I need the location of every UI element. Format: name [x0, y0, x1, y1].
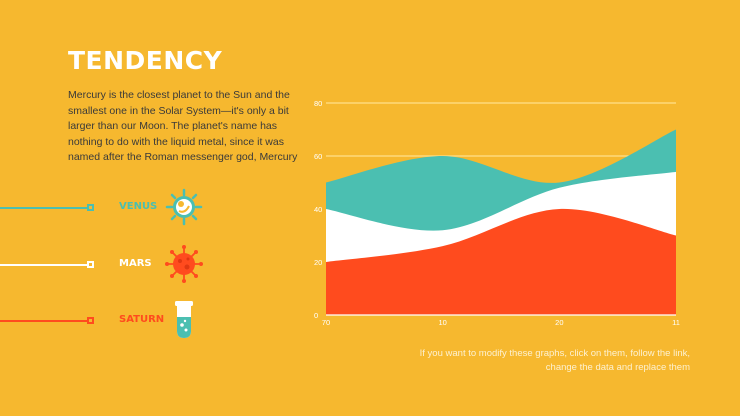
legend-marker — [87, 204, 94, 211]
footnote: If you want to modify these graphs, clic… — [419, 348, 690, 373]
slide-title: TENDENCY — [68, 46, 223, 75]
y-tick-label: 80 — [314, 99, 322, 108]
y-tick-label: 60 — [314, 152, 322, 161]
mars-virus-icon — [165, 245, 203, 283]
legend-label: MARS — [119, 258, 152, 269]
legend-item-mars: MARS — [0, 245, 220, 283]
saturn-test-tube-icon — [175, 301, 193, 338]
x-tick-label: 10 — [438, 318, 446, 327]
x-tick-label: 20 — [555, 318, 563, 327]
slide-description: Mercury is the closest planet to the Sun… — [68, 89, 298, 163]
y-tick-label: 20 — [314, 258, 322, 267]
legend-marker — [87, 261, 94, 268]
legend-item-saturn: SATURN — [0, 301, 220, 338]
legend-line — [0, 264, 88, 266]
venus-planet-icon — [165, 188, 203, 226]
x-tick-label: 70 — [322, 318, 330, 327]
legend-line — [0, 320, 88, 322]
y-tick-label: 40 — [314, 205, 322, 214]
series-area-2 — [326, 208, 676, 315]
y-tick-label: 0 — [314, 311, 318, 320]
legend-item-venus: VENUS — [0, 188, 220, 226]
legend-line — [0, 207, 88, 209]
legend-label: SATURN — [119, 314, 165, 325]
x-tick-label: 11 — [672, 318, 680, 327]
legend-label: VENUS — [119, 201, 158, 212]
legend-marker — [87, 317, 94, 324]
area-chart: 0 20 40 60 80 70 10 20 11 — [314, 99, 680, 327]
